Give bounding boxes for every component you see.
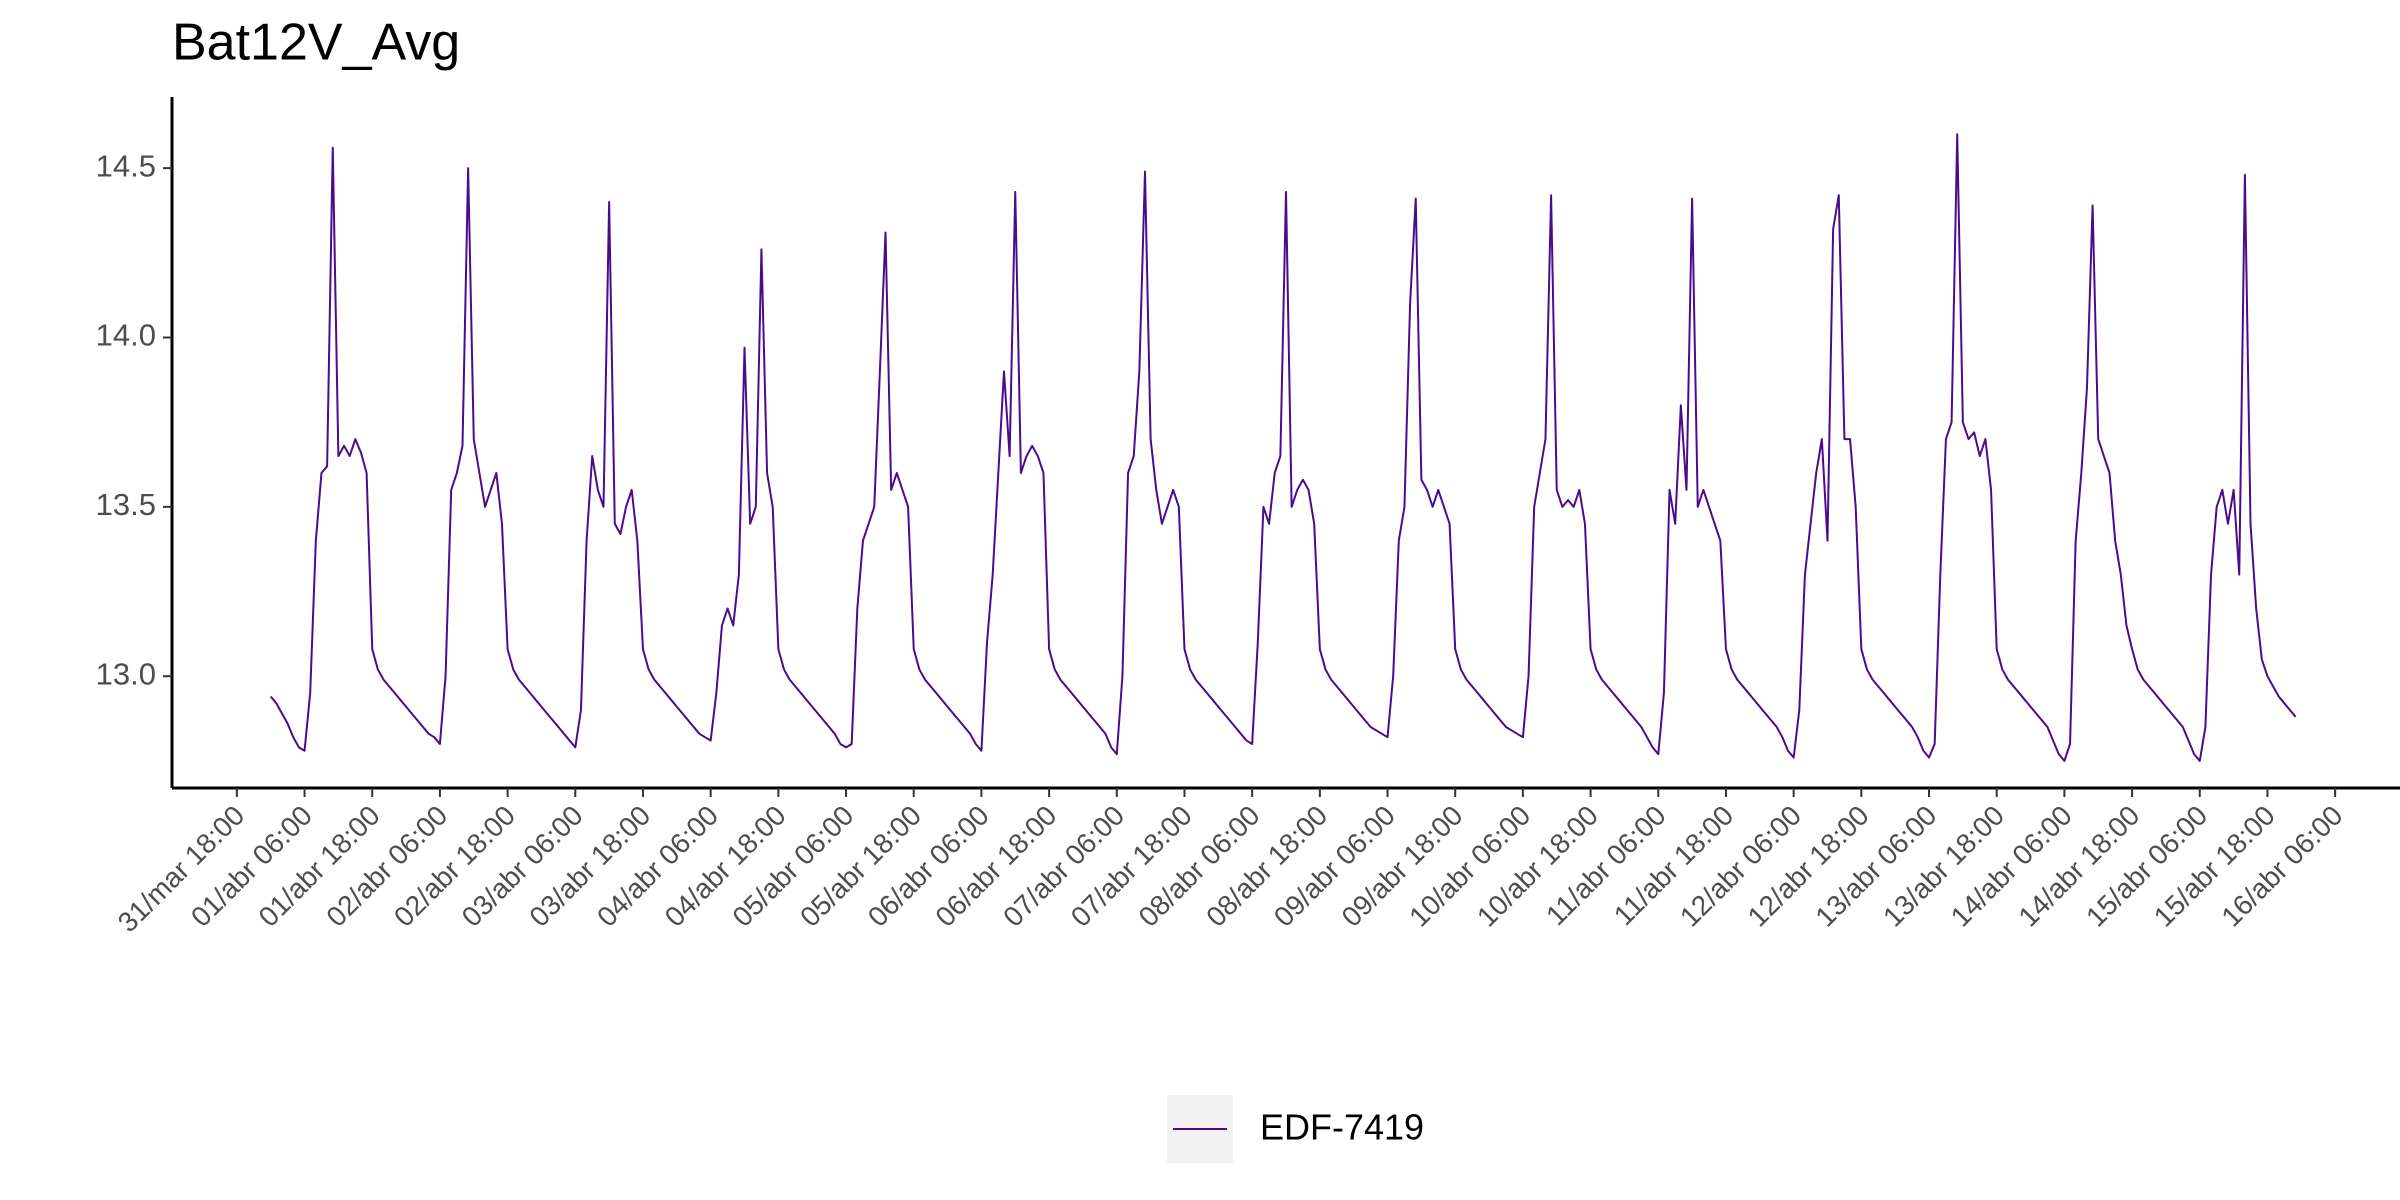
y-tick-label: 14.5 — [96, 148, 156, 183]
series-line — [269, 133, 2297, 762]
chart-title: Bat12V_Avg — [172, 14, 460, 72]
y-tick-label: 13.5 — [96, 487, 156, 522]
legend-label: EDF-7419 — [1260, 1107, 1424, 1148]
y-tick-label: 13.0 — [96, 656, 156, 691]
y-tick-label: 14.0 — [96, 318, 156, 353]
